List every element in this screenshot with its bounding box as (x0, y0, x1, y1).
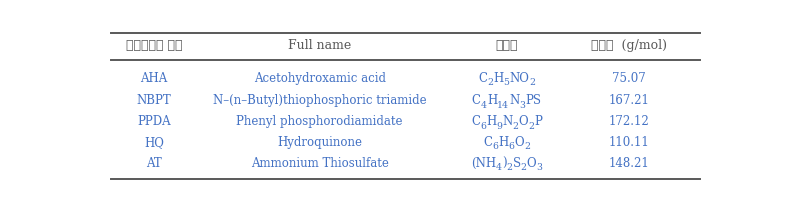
Text: 4: 4 (496, 163, 502, 172)
Text: 167.21: 167.21 (609, 94, 649, 107)
Text: C: C (471, 115, 480, 128)
Text: NBPT: NBPT (137, 94, 172, 107)
Text: O: O (514, 136, 524, 149)
Text: H: H (486, 94, 497, 107)
Text: 14: 14 (497, 101, 509, 110)
Text: 2: 2 (506, 163, 513, 172)
Text: Phenyl phosphorodiamidate: Phenyl phosphorodiamidate (237, 115, 403, 128)
Text: 9: 9 (496, 122, 502, 131)
Text: C: C (472, 94, 481, 107)
Text: 6: 6 (492, 142, 498, 151)
Text: 화학식: 화학식 (495, 39, 518, 52)
Text: 6: 6 (480, 122, 486, 131)
Text: 2: 2 (487, 78, 493, 87)
Text: O: O (527, 157, 536, 170)
Text: 2: 2 (528, 122, 534, 131)
Text: 구조유사체 종류: 구조유사체 종류 (126, 39, 182, 52)
Text: AT: AT (146, 157, 162, 170)
Text: PS: PS (525, 94, 541, 107)
Text: HQ: HQ (144, 136, 164, 149)
Text: N: N (509, 94, 520, 107)
Text: H: H (498, 136, 509, 149)
Text: Hydroquinone: Hydroquinone (277, 136, 362, 149)
Text: N: N (502, 115, 513, 128)
Text: AHA: AHA (141, 72, 168, 85)
Text: NO: NO (509, 72, 529, 85)
Text: PPDA: PPDA (137, 115, 171, 128)
Text: (NH: (NH (471, 157, 496, 170)
Text: 75.07: 75.07 (612, 72, 646, 85)
Text: C: C (483, 136, 492, 149)
Text: ): ) (502, 157, 506, 170)
Text: S: S (513, 157, 520, 170)
Text: 5: 5 (503, 78, 509, 87)
Text: 148.21: 148.21 (609, 157, 649, 170)
Text: 172.12: 172.12 (609, 115, 649, 128)
Text: 2: 2 (520, 163, 527, 172)
Text: Ammonium Thiosulfate: Ammonium Thiosulfate (251, 157, 388, 170)
Text: Acetohydroxamic acid: Acetohydroxamic acid (254, 72, 385, 85)
Text: O: O (518, 115, 528, 128)
Text: 2: 2 (529, 78, 535, 87)
Text: 3: 3 (520, 101, 525, 110)
Text: P: P (534, 115, 542, 128)
Text: N–(n–Butyl)thiophosphoric triamide: N–(n–Butyl)thiophosphoric triamide (213, 94, 426, 107)
Text: 4: 4 (481, 101, 486, 110)
Text: Full name: Full name (288, 39, 351, 52)
Text: 3: 3 (536, 163, 542, 172)
Text: 분자량  (g/mol): 분자량 (g/mol) (591, 39, 667, 52)
Text: 2: 2 (524, 142, 530, 151)
Text: 6: 6 (509, 142, 514, 151)
Text: C: C (478, 72, 487, 85)
Text: 2: 2 (513, 122, 518, 131)
Text: H: H (493, 72, 503, 85)
Text: 110.11: 110.11 (609, 136, 649, 149)
Text: H: H (486, 115, 496, 128)
